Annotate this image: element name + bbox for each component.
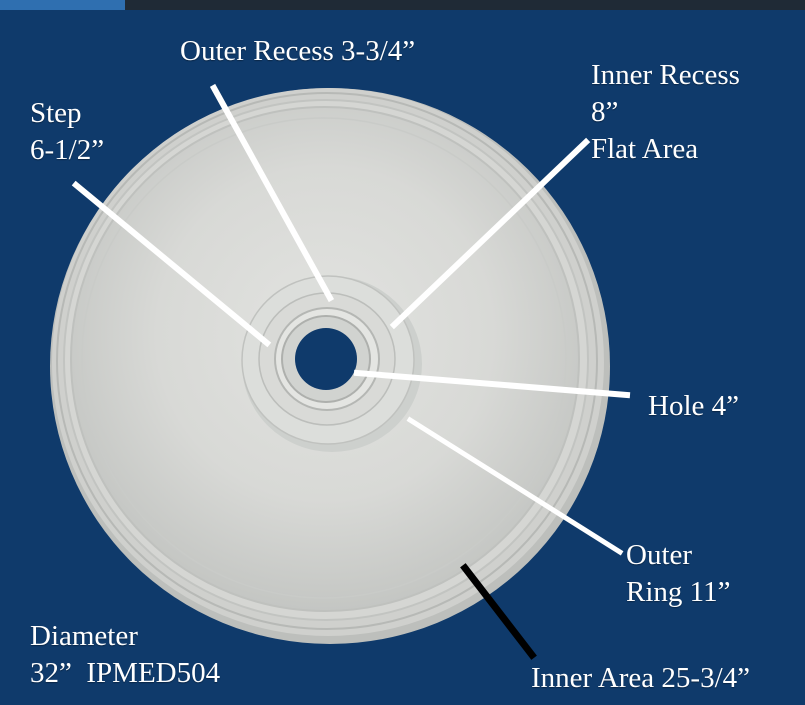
inner-area-label: Inner Area 25-3/4”: [531, 660, 750, 697]
outer-ring-line1: Outer: [626, 539, 693, 571]
inner-area-text: Inner Area 25-3/4”: [531, 662, 751, 694]
medallion-ring-1: [56, 92, 598, 630]
outer-recess-text: Outer Recess 3-3/4”: [180, 35, 416, 67]
inner-recess-line1: Inner Recess: [591, 59, 740, 91]
outer-recess-label: Outer Recess 3-3/4”: [180, 33, 415, 70]
inner-recess-pointer: [389, 137, 591, 330]
diameter-line1: Diameter: [30, 620, 138, 652]
top-bar-accent: [0, 0, 125, 10]
inner-recess-label: Inner Recess 8” Flat Area: [591, 57, 740, 168]
inner-recess-line3: Flat Area: [591, 133, 699, 165]
hole-pointer: [353, 369, 631, 399]
outer-ring-label: Outer Ring 11”: [626, 537, 730, 611]
ceiling-medallion: [50, 88, 610, 644]
medallion-inner-area: [81, 117, 567, 599]
pointer-lines: [71, 83, 631, 660]
step-pointer: [71, 180, 272, 348]
step-label: Step 6-1/2”: [30, 95, 104, 169]
center-hole: [295, 328, 357, 390]
step-line2: 6-1/2”: [30, 134, 105, 166]
outer-ring-line2: Ring 11”: [626, 576, 731, 608]
inner-recess-line2: 8”: [591, 96, 619, 128]
hole-text: Hole 4”: [648, 390, 739, 422]
diameter-line2: 32” IPMED504: [30, 657, 221, 689]
outer-recess-pointer: [209, 83, 335, 303]
step-line1: Step: [30, 97, 82, 129]
diameter-label: Diameter 32” IPMED504: [30, 618, 220, 692]
hole-label: Hole 4”: [648, 388, 739, 425]
inner-area-pointer: [460, 563, 537, 660]
outer-ring-pointer: [406, 416, 624, 556]
top-bar: [0, 0, 805, 10]
